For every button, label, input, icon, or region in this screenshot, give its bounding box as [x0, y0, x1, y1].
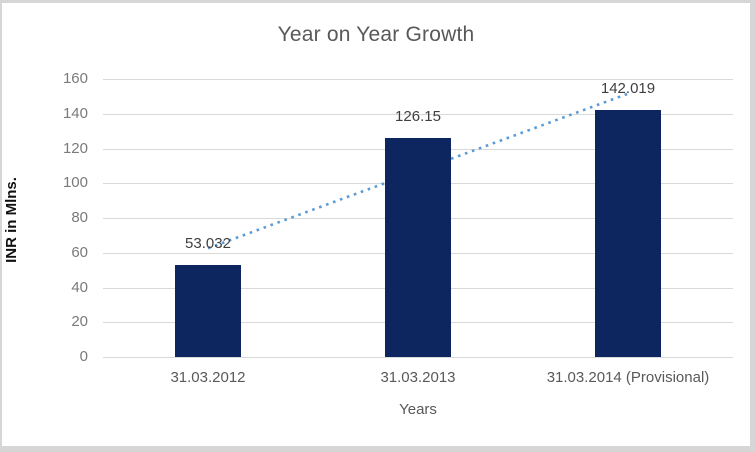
x-category-label: 31.03.2013: [380, 369, 456, 386]
gridline: [103, 79, 733, 80]
x-category-label: 31.03.2012: [170, 369, 246, 386]
y-axis-title: INR in Mlns.: [3, 177, 20, 263]
x-axis-title: Years: [399, 401, 437, 418]
y-tick-label: 80: [71, 209, 88, 226]
x-category-label: 31.03.2014 (Provisional): [546, 369, 710, 386]
gridline: [103, 113, 733, 115]
bar: [175, 264, 241, 357]
y-tick-label: 20: [71, 313, 88, 331]
y-tick-label: 140: [62, 104, 88, 122]
y-tick-label: 160: [62, 70, 88, 87]
bar-data-label: 142.019: [600, 80, 656, 98]
y-tick-label: 0: [79, 348, 88, 365]
bar: [595, 110, 661, 357]
bar-data-label: 126.15: [395, 107, 441, 125]
bar-data-label: 53.032: [185, 234, 231, 252]
y-tick-label: 40: [71, 278, 88, 296]
y-tick-label: 100: [62, 174, 88, 192]
y-tick-label: 60: [71, 243, 88, 261]
bar: [385, 137, 451, 357]
y-tick-label: 120: [62, 139, 88, 157]
chart-title: Year on Year Growth: [277, 23, 475, 46]
gridline: [103, 357, 733, 358]
